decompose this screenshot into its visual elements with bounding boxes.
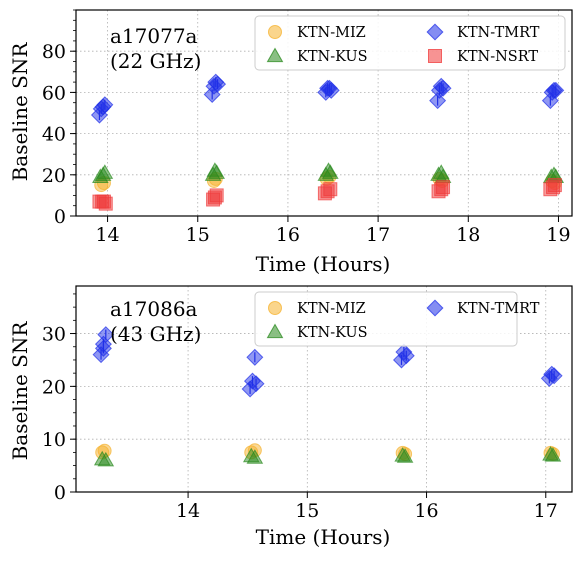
y-axis-label: Baseline SNR [8,42,32,182]
y-tick-label: 20 [42,165,66,187]
data-point [246,348,264,366]
legend-marker [426,23,444,41]
data-point [323,182,338,197]
data-points [90,73,565,211]
legend-label: KTN-KUS [297,49,368,65]
y-axis-label: Baseline SNR [8,321,32,461]
legend-label: KTN-MIZ [297,25,366,41]
data-point [545,367,563,385]
legend-marker [266,323,284,339]
y-tick-label: 30 [42,324,66,346]
data-point [396,448,414,463]
legend-label: KTN-MIZ [297,301,366,317]
x-axis-label: Time (Hours) [256,252,391,276]
data-point [434,79,452,97]
data-point [247,375,265,393]
series-ktn-tmrt [92,326,563,398]
axis-ticks: 14 15 16 17 18 19 0 20 40 60 80 [42,9,571,246]
data-point [94,339,112,357]
data-point [209,188,224,203]
x-tick-label: 15 [295,500,319,522]
data-point [436,180,451,195]
axis-ticks: 14 15 16 17 0 10 20 30 [42,293,558,522]
data-point [246,449,264,464]
data-point [397,347,415,365]
series-ktn-miz [95,443,560,461]
legend-marker [428,49,442,63]
data-point [544,447,562,462]
x-tick-label: 14 [95,224,119,246]
legend-marker [266,47,284,63]
x-tick-label: 17 [534,500,558,522]
legend: KTN-MIZ KTN-KUS KTN-TMRT KTN-NSRT [254,15,566,71]
data-point [97,451,115,467]
data-point [547,81,565,99]
legend-marker [268,301,282,315]
data-point [547,178,562,193]
data-point [321,164,339,179]
data-point [96,164,114,179]
legend-label: KTN-KUS [297,325,368,341]
x-tick-label: 15 [186,224,210,246]
series-ktn-kus [92,162,565,183]
panel-top: 14 15 16 17 18 19 0 20 40 60 80 a17077a (22 GHz) K… [8,9,573,276]
y-tick-label: 0 [54,206,66,228]
data-point [209,75,227,93]
y-tick-label: 10 [42,429,66,451]
panel-annotation-name: a17077a [110,24,198,48]
x-tick-label: 16 [276,224,300,246]
x-tick-label: 19 [546,224,570,246]
y-tick-label: 20 [42,376,66,398]
series-ktn-nsrt [92,178,562,211]
panel-annotation-name: a17086a [110,297,198,321]
y-tick-label: 60 [42,82,66,104]
y-tick-label: 40 [42,124,66,146]
data-point [322,81,340,99]
panel-annotation-band: (22 GHz) [110,49,201,73]
x-axis-label: Time (Hours) [256,525,391,549]
axes-frame [75,285,573,493]
y-tick-label: 0 [54,482,66,504]
panel-bottom: 14 15 16 17 0 10 20 30 a17086a (43 GHz) KTN-MIZ… [8,285,573,549]
legend-marker [268,25,282,39]
data-point [96,96,114,114]
data-point [208,164,226,179]
legend-box [254,291,518,347]
x-tick-label: 16 [414,500,438,522]
series-ktn-tmrt [90,73,565,124]
legend-box [254,15,566,71]
legend-label: KTN-TMRT [457,301,540,317]
data-points [92,326,563,467]
data-point [98,196,113,211]
legend-label: KTN-TMRT [457,25,540,41]
x-tick-label: 18 [456,224,480,246]
legend-marker [426,299,444,317]
x-tick-label: 17 [366,224,390,246]
legend-label: KTN-NSRT [457,49,538,65]
x-tick-label: 14 [176,500,200,522]
legend: KTN-MIZ KTN-KUS KTN-TMRT [254,291,540,347]
panel-annotation-band: (43 GHz) [110,322,201,346]
series-ktn-kus [93,446,562,467]
y-tick-label: 80 [42,41,66,63]
